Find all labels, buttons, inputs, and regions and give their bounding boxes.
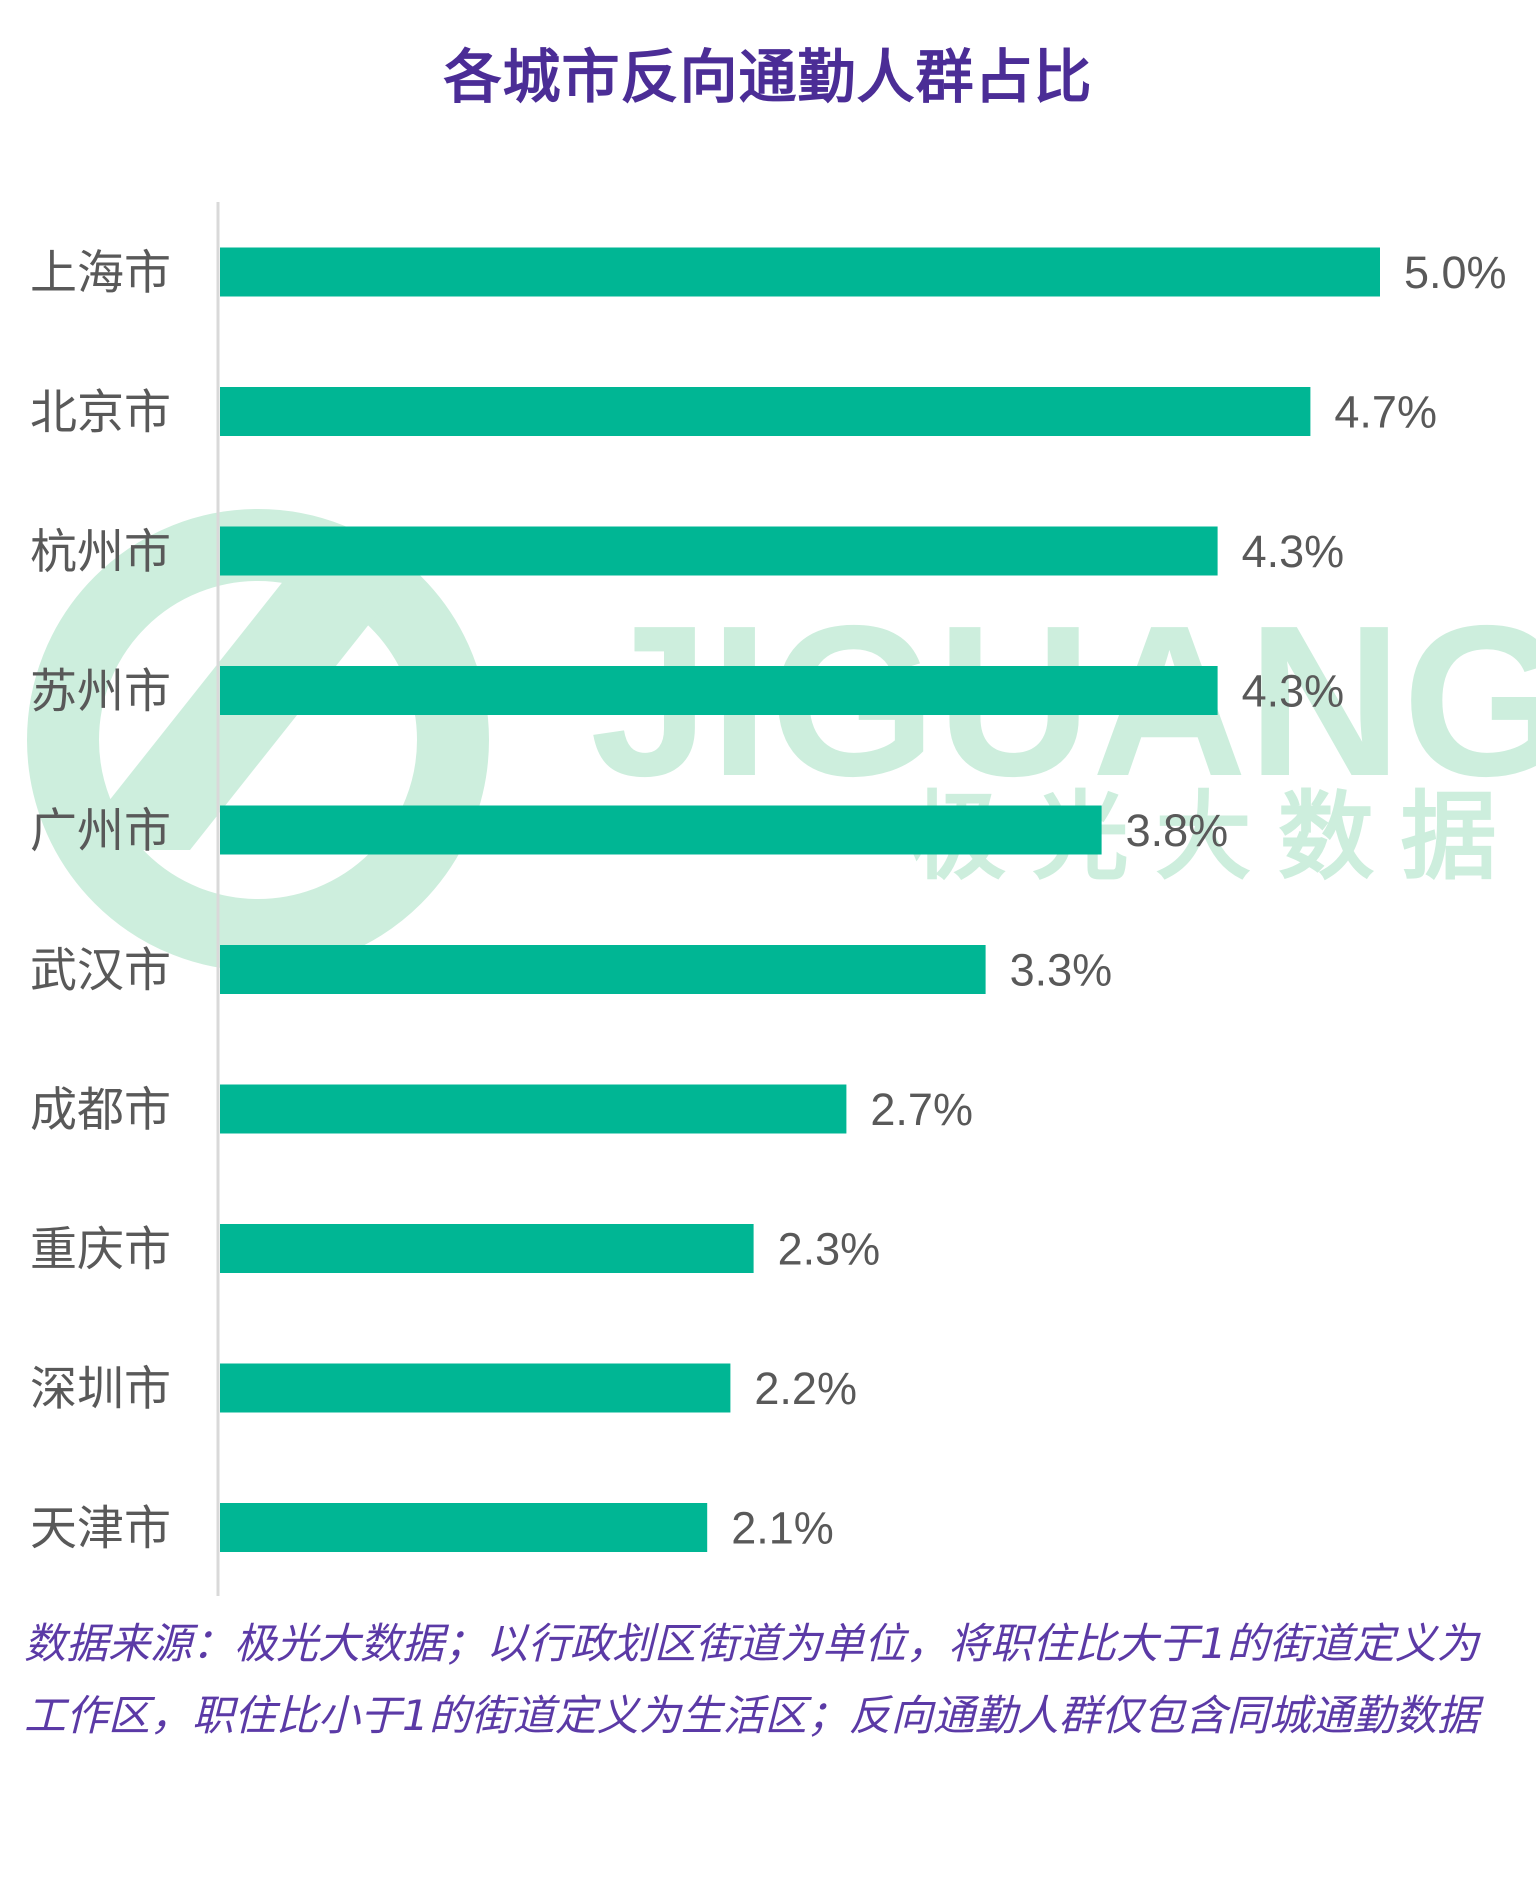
value-label: 4.7% xyxy=(1334,387,1437,438)
source-note: 数据来源：极光大数据；以行政划区街道为单位，将职住比大于1的街道定义为工作区，职… xyxy=(24,1619,1479,1740)
watermark: JIGUANG 极 光 大 数 据 xyxy=(27,509,1536,971)
value-label: 4.3% xyxy=(1242,666,1345,717)
category-label: 上海市 xyxy=(30,246,171,301)
category-label: 重庆市 xyxy=(30,1223,171,1278)
value-label: 3.3% xyxy=(1010,945,1113,996)
bar xyxy=(220,1224,754,1273)
value-label: 2.1% xyxy=(731,1503,834,1554)
jiguang-logo-icon xyxy=(27,509,489,971)
chart-title: 各城市反向通勤人群占比 xyxy=(443,43,1093,111)
category-label: 杭州市 xyxy=(30,525,171,580)
bar xyxy=(220,1503,708,1552)
bar-chart: JIGUANG 极 光 大 数 据 上海市 5.0% 北京市 4.7% 杭州市 4.3% 苏… xyxy=(27,202,1536,1596)
value-label: 2.2% xyxy=(754,1363,857,1414)
category-label: 成都市 xyxy=(30,1083,171,1138)
value-label: 5.0% xyxy=(1404,247,1507,298)
bar xyxy=(220,247,1380,297)
bar xyxy=(220,945,986,994)
category-label: 广州市 xyxy=(30,804,171,859)
category-label: 天津市 xyxy=(30,1502,171,1557)
category-label: 深圳市 xyxy=(30,1362,171,1417)
bar xyxy=(220,1084,847,1134)
bar xyxy=(220,387,1311,436)
category-label: 武汉市 xyxy=(30,944,171,999)
category-label: 北京市 xyxy=(30,386,171,441)
bar xyxy=(220,526,1218,576)
value-label: 3.8% xyxy=(1126,805,1229,856)
bars-group: 上海市 5.0% 北京市 4.7% 杭州市 4.3% 苏州市 4.3% 广州市 3.8% 武汉市 3.… xyxy=(30,246,1507,1557)
value-label: 2.3% xyxy=(778,1224,881,1275)
bar xyxy=(220,1363,731,1413)
bar xyxy=(220,805,1102,855)
bar xyxy=(220,666,1218,715)
value-label: 4.3% xyxy=(1242,526,1345,577)
value-label: 2.7% xyxy=(870,1084,973,1135)
category-label: 苏州市 xyxy=(30,665,171,720)
